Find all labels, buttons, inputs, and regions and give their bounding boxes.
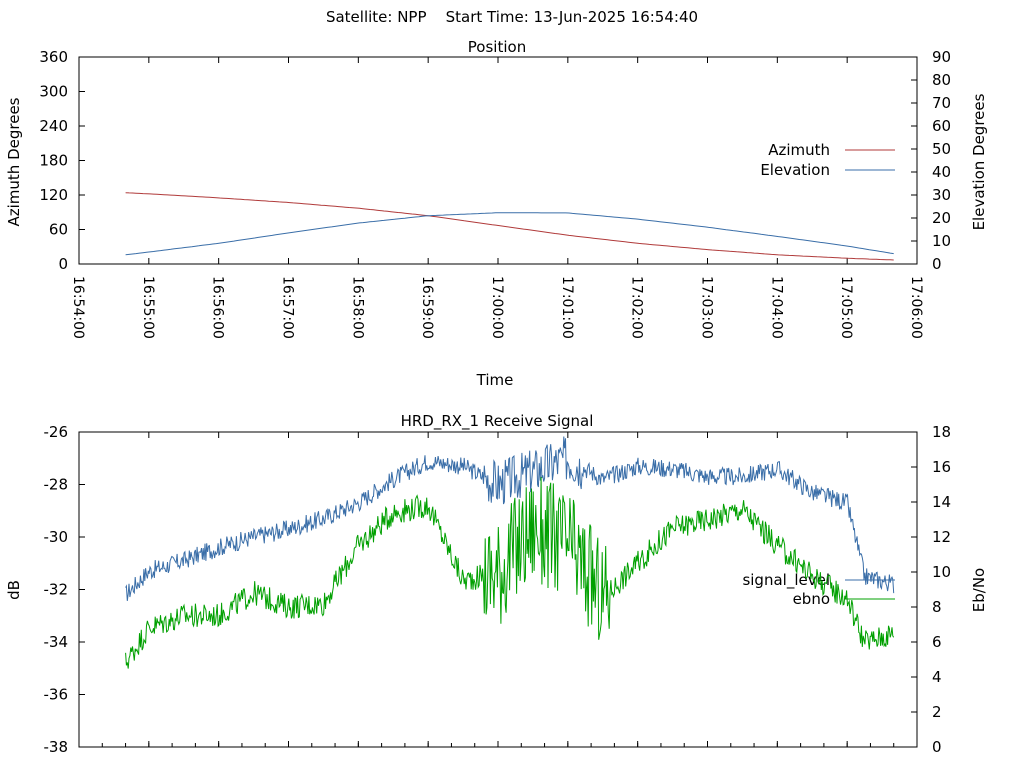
position-y-tick-label: 120 — [39, 186, 68, 204]
signal-y-tick-label: -26 — [44, 423, 69, 441]
position-x-tick-label: 17:06:00 — [908, 276, 924, 339]
position-x-tick-label: 17:02:00 — [629, 276, 645, 339]
position-y2-tick-label: 50 — [932, 140, 951, 158]
position-x-tick-label: 16:59:00 — [419, 276, 435, 339]
signal-y2-tick-label: 6 — [932, 633, 942, 651]
position-x-tick-label: 16:55:00 — [140, 276, 156, 339]
position-x-tick-label: 17:01:00 — [559, 276, 575, 339]
signal-y2-tick-label: 10 — [932, 563, 951, 581]
position-y2-tick-label: 20 — [932, 209, 951, 227]
position-y2-tick-label: 30 — [932, 186, 951, 204]
position-x-tick-label: 16:57:00 — [280, 276, 296, 339]
position-y2-tick-label: 10 — [932, 232, 951, 250]
position-y-tick-label: 240 — [39, 117, 68, 135]
position-y-tick-label: 300 — [39, 83, 68, 101]
position-y2-axis-label: Elevation Degrees — [970, 93, 988, 230]
position-x-tick-label: 17:00:00 — [489, 276, 505, 339]
position-series-elevation — [125, 212, 894, 256]
position-y2-tick-label: 0 — [932, 255, 942, 273]
position-x-tick-label: 17:05:00 — [838, 276, 854, 339]
position-y-tick-label: 60 — [49, 221, 68, 239]
signal-y-tick-label: -34 — [44, 633, 69, 651]
signal-chart-title: HRD_RX_1 Receive Signal — [401, 412, 594, 431]
signal-y-tick-label: -32 — [44, 581, 69, 599]
signal-plot: -38 -36 -34 -32 -30 -28 -26 0 2 4 6 8 10 12 14 16 18 sign… — [44, 423, 952, 756]
position-plot: 16:54:00 16:55:00 16:56:00 16:57:00 16:58:00… — [39, 48, 951, 339]
signal-y2-tick-label: 2 — [932, 703, 942, 721]
signal-y2-tick-label: 12 — [932, 528, 951, 546]
position-legend-label: Elevation — [760, 161, 830, 179]
signal-y2-tick-label: 4 — [932, 668, 942, 686]
signal-y2-tick-label: 16 — [932, 458, 951, 476]
position-chart-title: Position — [468, 38, 526, 56]
position-x-tick-label: 17:03:00 — [699, 276, 715, 339]
signal-y-tick-label: -38 — [44, 738, 69, 756]
position-x-tick-label: 17:04:00 — [768, 276, 784, 339]
signal-legend-label: ebno — [793, 590, 830, 608]
position-y-tick-label: 360 — [39, 48, 68, 66]
position-y2-tick-label: 40 — [932, 163, 951, 181]
signal-y2-axis-label: Eb/No — [970, 568, 988, 612]
signal-y2-tick-label: 0 — [932, 738, 942, 756]
position-y2-tick-label: 60 — [932, 117, 951, 135]
signal-legend-label: signal_level — [742, 571, 830, 590]
position-x-axis-label: Time — [476, 371, 514, 389]
position-y-tick-label: 0 — [58, 255, 68, 273]
position-y2-tick-label: 80 — [932, 71, 951, 89]
signal-y2-tick-label: 18 — [932, 423, 951, 441]
signal-y2-tick-label: 8 — [932, 598, 942, 616]
position-y-tick-label: 180 — [39, 152, 68, 170]
signal-y-tick-label: -28 — [44, 476, 69, 494]
position-x-tick-label: 16:54:00 — [70, 276, 86, 339]
position-y-axis-label: Azimuth Degrees — [5, 97, 23, 226]
position-y2-tick-label: 70 — [932, 94, 951, 112]
position-y2-tick-label: 90 — [932, 48, 951, 66]
signal-y-tick-label: -30 — [44, 528, 69, 546]
position-series-azimuth — [125, 192, 894, 261]
chart-main-title: Satellite: NPP Start Time: 13-Jun-2025 1… — [326, 8, 698, 26]
signal-series-ebno — [125, 476, 895, 669]
signal-y-tick-label: -36 — [44, 686, 69, 704]
position-x-tick-label: 16:56:00 — [210, 276, 226, 339]
signal-y-axis-label: dB — [5, 580, 23, 600]
signal-series-signal-level — [125, 436, 895, 601]
position-x-tick-label: 16:58:00 — [349, 276, 365, 339]
signal-y2-tick-label: 14 — [932, 493, 951, 511]
position-legend-label: Azimuth — [768, 141, 830, 159]
